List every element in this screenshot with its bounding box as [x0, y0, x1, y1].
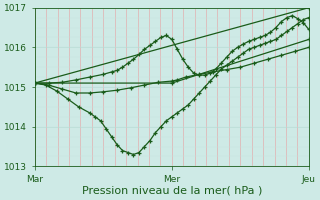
X-axis label: Pression niveau de la mer( hPa ): Pression niveau de la mer( hPa ) [82, 186, 262, 196]
